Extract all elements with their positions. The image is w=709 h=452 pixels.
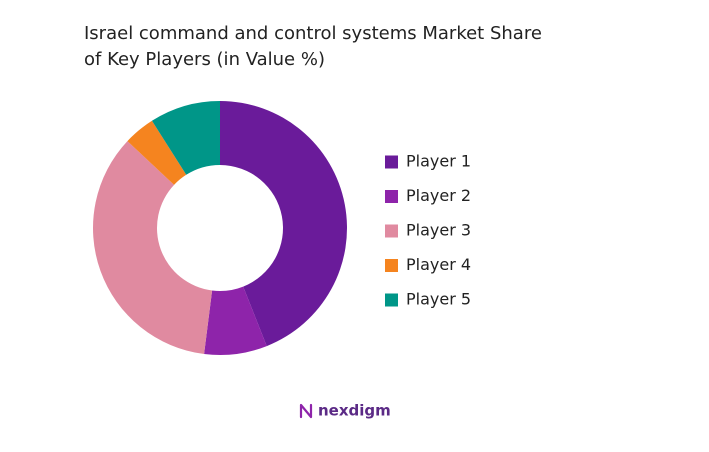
legend-label: Player 3 xyxy=(406,221,471,240)
brand-logo: nexdigm xyxy=(299,402,391,420)
legend-label: Player 4 xyxy=(406,255,471,274)
slice xyxy=(127,120,187,185)
legend-label: Player 5 xyxy=(406,290,471,309)
brand-name: nexdigm xyxy=(318,402,391,420)
logo-icon xyxy=(299,403,313,419)
slice xyxy=(93,141,213,354)
chart-title: Israel command and control systems Marke… xyxy=(84,23,542,44)
legend-swatch xyxy=(385,259,398,272)
legend-label: Player 2 xyxy=(406,186,471,205)
legend-swatch xyxy=(385,190,398,203)
slice xyxy=(151,101,220,175)
slice xyxy=(204,286,267,355)
legend-swatch xyxy=(385,224,398,238)
chart-title: of Key Players (in Value %) xyxy=(84,49,325,70)
legend-swatch xyxy=(385,155,398,169)
slice xyxy=(220,101,347,347)
legend-swatch xyxy=(385,293,398,307)
legend-label: Player 1 xyxy=(406,152,471,171)
